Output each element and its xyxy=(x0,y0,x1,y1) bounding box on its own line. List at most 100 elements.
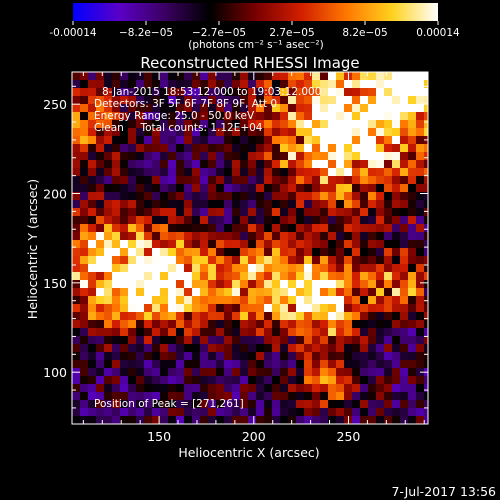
heatmap-cell xyxy=(184,168,192,176)
heatmap-cell xyxy=(176,216,184,224)
heatmap-cell xyxy=(296,296,304,304)
heatmap-cell xyxy=(360,72,368,80)
heatmap-cell xyxy=(368,96,376,104)
heatmap-cell xyxy=(384,360,392,368)
heatmap-cell xyxy=(88,352,96,360)
heatmap-cell xyxy=(88,96,96,104)
heatmap-cell xyxy=(216,128,224,136)
heatmap-cell xyxy=(384,104,392,112)
heatmap-cell xyxy=(176,104,184,112)
heatmap-cell xyxy=(264,88,272,96)
heatmap-cell xyxy=(248,264,256,272)
heatmap-cell xyxy=(184,264,192,272)
heatmap-cell xyxy=(208,240,216,248)
heatmap-cell xyxy=(344,336,352,344)
heatmap-cell xyxy=(208,256,216,264)
heatmap-cell xyxy=(376,328,384,336)
heatmap-cell xyxy=(264,200,272,208)
heatmap-cell xyxy=(376,144,384,152)
heatmap-cell xyxy=(288,376,296,384)
heatmap-cell xyxy=(272,104,280,112)
heatmap-cell xyxy=(424,400,428,408)
heatmap-cell xyxy=(224,136,232,144)
heatmap-cell xyxy=(360,352,368,360)
heatmap-cell xyxy=(352,344,360,352)
heatmap-cell xyxy=(392,264,400,272)
heatmap-cell xyxy=(192,72,200,80)
heatmap-cell xyxy=(208,248,216,256)
heatmap-cell xyxy=(312,360,320,368)
heatmap-cell xyxy=(288,176,296,184)
heatmap-cell xyxy=(88,296,96,304)
heatmap-cell xyxy=(96,80,104,88)
heatmap-cell xyxy=(304,136,312,144)
heatmap-cell xyxy=(152,328,160,336)
heatmap-cell xyxy=(176,416,184,424)
heatmap-cell xyxy=(168,112,176,120)
heatmap-cell xyxy=(328,144,336,152)
heatmap-cell xyxy=(368,368,376,376)
heatmap-cell xyxy=(88,408,96,416)
heatmap-cell xyxy=(240,200,248,208)
heatmap-cell xyxy=(216,384,224,392)
heatmap-cell xyxy=(320,320,328,328)
heatmap-cell xyxy=(208,128,216,136)
heatmap-cell xyxy=(264,320,272,328)
heatmap-cell xyxy=(312,384,320,392)
heatmap-cell xyxy=(280,152,288,160)
heatmap-cell xyxy=(152,280,160,288)
heatmap-cell xyxy=(328,360,336,368)
heatmap-cell xyxy=(96,224,104,232)
heatmap-cell xyxy=(240,144,248,152)
heatmap-cell xyxy=(144,344,152,352)
heatmap-cell xyxy=(176,400,184,408)
heatmap-cell xyxy=(408,392,416,400)
heatmap-cell xyxy=(248,368,256,376)
heatmap-cell xyxy=(320,168,328,176)
heatmap-cell xyxy=(320,128,328,136)
heatmap-cell xyxy=(72,392,80,400)
heatmap-cell xyxy=(400,376,408,384)
heatmap-cell xyxy=(336,344,344,352)
heatmap-cell xyxy=(256,360,264,368)
heatmap-cell xyxy=(72,184,80,192)
heatmap-cell xyxy=(312,72,320,80)
heatmap-cell xyxy=(136,288,144,296)
heatmap-cell xyxy=(200,88,208,96)
heatmap-cell xyxy=(104,376,112,384)
heatmap-cell xyxy=(200,256,208,264)
heatmap-cell xyxy=(88,136,96,144)
heatmap-cell xyxy=(112,208,120,216)
heatmap-cell xyxy=(128,296,136,304)
heatmap-cell xyxy=(240,80,248,88)
heatmap-cell xyxy=(88,416,96,424)
heatmap-cell xyxy=(80,400,88,408)
heatmap-cell xyxy=(136,256,144,264)
heatmap-cell xyxy=(184,208,192,216)
heatmap-cell xyxy=(136,384,144,392)
heatmap-cell xyxy=(216,344,224,352)
heatmap-cell xyxy=(192,376,200,384)
heatmap-cell xyxy=(72,216,80,224)
heatmap-cell xyxy=(248,96,256,104)
heatmap-cell xyxy=(184,344,192,352)
heatmap-cell xyxy=(288,168,296,176)
heatmap-cell xyxy=(104,368,112,376)
heatmap-cell xyxy=(104,264,112,272)
heatmap-cell xyxy=(88,256,96,264)
heatmap-cell xyxy=(96,288,104,296)
heatmap-cell xyxy=(136,176,144,184)
heatmap-cell xyxy=(256,328,264,336)
heatmap-cell xyxy=(312,112,320,120)
heatmap-cell xyxy=(192,128,200,136)
heatmap-cell xyxy=(224,344,232,352)
heatmap-cell xyxy=(344,272,352,280)
heatmap-cell xyxy=(368,400,376,408)
heatmap-cell xyxy=(120,184,128,192)
heatmap-cell xyxy=(328,104,336,112)
heatmap-cell xyxy=(288,208,296,216)
heatmap-cell xyxy=(232,200,240,208)
heatmap-cell xyxy=(328,208,336,216)
heatmap-cell xyxy=(256,160,264,168)
heatmap-cell xyxy=(296,376,304,384)
